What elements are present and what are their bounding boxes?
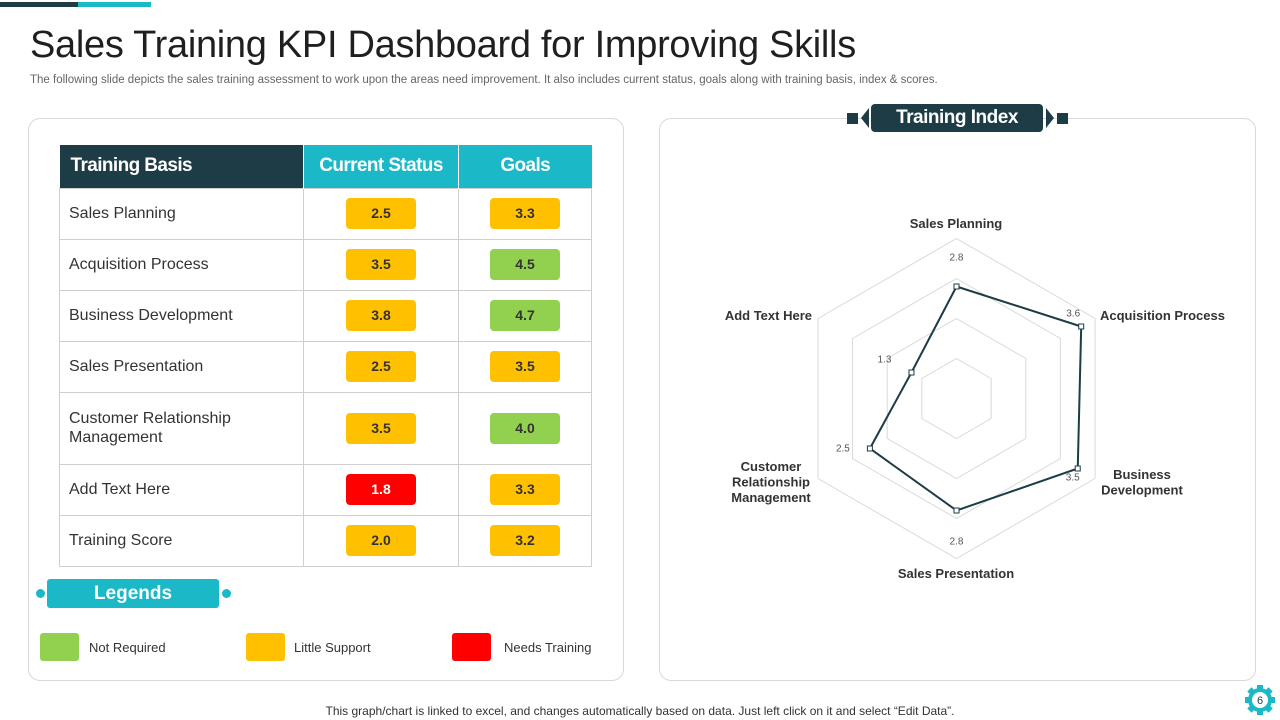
goal-cell: 3.3 — [458, 187, 592, 240]
row-label: Sales Presentation — [59, 340, 304, 393]
goal-cell: 3.5 — [458, 340, 592, 393]
table-row: Add Text Here 1.8 3.3 — [59, 463, 592, 516]
current-status-cell: 3.5 — [303, 391, 459, 465]
goal-cell: 4.7 — [458, 289, 592, 342]
row-label: Business Development — [59, 289, 304, 342]
radar-category-label: Customer Relationship Management — [731, 459, 811, 505]
table-header-row: Training Basis Current Status Goals — [59, 145, 592, 188]
training-index-panel — [659, 118, 1256, 681]
top-accent-bar-teal — [78, 2, 151, 7]
goal-value: 3.3 — [490, 474, 560, 505]
goal-value: 4.0 — [490, 412, 560, 444]
legend-label-not-required: Not Required — [89, 640, 166, 655]
legend-label-little-support: Little Support — [294, 640, 371, 655]
goal-value: 4.5 — [490, 249, 560, 280]
legend-swatch-needs-training — [452, 633, 491, 661]
goal-cell: 3.2 — [458, 514, 592, 567]
current-status-cell: 2.0 — [303, 514, 459, 567]
header-goals: Goals — [458, 145, 592, 188]
goal-cell: 4.5 — [458, 238, 592, 291]
current-status-cell: 3.5 — [303, 238, 459, 291]
table-row: Business Development 3.8 4.7 — [59, 289, 592, 342]
radar-grid-ring — [886, 317, 1027, 480]
footer-note: This graph/chart is linked to excel, and… — [325, 704, 955, 718]
current-status-cell: 3.8 — [303, 289, 459, 342]
radar-data-point — [953, 283, 960, 290]
radar-data-label: 3.6 — [1066, 309, 1080, 320]
page-subtitle: The following slide depicts the sales tr… — [30, 74, 938, 86]
current-status-value: 2.5 — [346, 198, 416, 229]
current-status-value: 1.8 — [346, 474, 416, 505]
goal-cell: 3.3 — [458, 463, 592, 516]
radar-data-label: 1.3 — [878, 355, 892, 366]
radar-grid-ring — [852, 277, 1061, 520]
radar-category-label: Add Text Here — [725, 308, 812, 323]
training-index-badge: Training Index — [871, 104, 1043, 132]
radar-grid-ring — [817, 237, 1096, 560]
current-status-value: 2.0 — [346, 525, 416, 556]
radar-series-line — [868, 285, 1083, 512]
legend-title: Legends — [47, 579, 219, 608]
radar-data-label: 2.5 — [836, 444, 850, 455]
legend-swatch-not-required — [40, 633, 79, 661]
radar-data-point — [1078, 323, 1085, 330]
kpi-table: Training Basis Current Status Goals Sale… — [59, 145, 592, 567]
radar-data-point — [1074, 465, 1081, 472]
radar-data-label: 3.5 — [1066, 473, 1080, 484]
table-row: Training Score 2.0 3.2 — [59, 514, 592, 567]
row-label: Sales Planning — [59, 187, 304, 240]
legend-dot-right — [222, 589, 231, 598]
radar-data-label: 2.8 — [950, 537, 964, 548]
row-label: Acquisition Process — [59, 238, 304, 291]
header-current-status: Current Status — [303, 145, 459, 188]
current-status-value: 2.5 — [346, 351, 416, 382]
table-row: Sales Presentation 2.5 3.5 — [59, 340, 592, 393]
legend-label-needs-training: Needs Training — [504, 640, 592, 655]
radar-data-point — [908, 369, 915, 376]
current-status-value: 3.8 — [346, 300, 416, 331]
badge-left-arrow-icon — [847, 108, 869, 128]
goal-cell: 4.0 — [458, 391, 592, 465]
current-status-value: 3.5 — [346, 249, 416, 280]
row-label: Training Score — [59, 514, 304, 567]
badge-right-arrow-icon — [1046, 108, 1068, 128]
radar-data-point — [953, 507, 960, 514]
radar-data-label: 2.8 — [950, 253, 964, 264]
page-number: 6 — [1257, 695, 1263, 707]
current-status-cell: 1.8 — [303, 463, 459, 516]
row-label: Customer Relationship Management — [59, 391, 304, 465]
radar-category-label: Acquisition Process — [1100, 308, 1225, 323]
page-title: Sales Training KPI Dashboard for Improvi… — [30, 24, 856, 66]
radar-category-label: Sales Planning — [910, 216, 1003, 231]
goal-value: 4.7 — [490, 300, 560, 331]
table-row: Acquisition Process 3.5 4.5 — [59, 238, 592, 291]
goal-value: 3.2 — [490, 525, 560, 556]
header-training-basis: Training Basis — [59, 145, 304, 188]
radar-grid-ring — [921, 357, 992, 440]
current-status-value: 3.5 — [346, 412, 416, 444]
table-row: Sales Planning 2.5 3.3 — [59, 187, 592, 240]
legend-dot-left — [36, 589, 45, 598]
radar-data-point — [866, 445, 873, 452]
row-label: Add Text Here — [59, 463, 304, 516]
table-row: Customer Relationship Management 3.5 4.0 — [59, 391, 592, 465]
goal-value: 3.3 — [490, 198, 560, 229]
training-index-radar-chart: 2.8 3.6 3.5 2.8 2.5 1.3 Sales Planning Acquisit… — [725, 216, 1225, 581]
radar-category-label: Sales Presentation — [898, 566, 1014, 581]
page-number-gear-icon: 6 — [1245, 685, 1275, 715]
current-status-cell: 2.5 — [303, 340, 459, 393]
legend-swatch-little-support — [246, 633, 285, 661]
current-status-cell: 2.5 — [303, 187, 459, 240]
top-accent-bar-dark — [0, 2, 78, 7]
goal-value: 3.5 — [490, 351, 560, 382]
radar-category-label: Business Development — [1101, 467, 1183, 498]
